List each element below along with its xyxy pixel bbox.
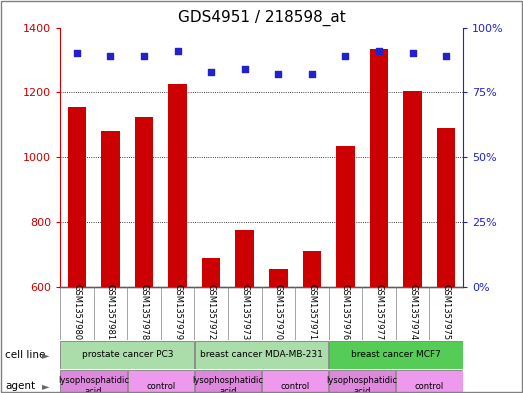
- Bar: [336, 146, 355, 393]
- Point: [408, 50, 417, 57]
- Point: [375, 48, 383, 54]
- Bar: [303, 251, 321, 393]
- Point: [174, 48, 182, 54]
- FancyBboxPatch shape: [195, 371, 261, 393]
- Bar: [135, 117, 153, 393]
- Text: GSM1357974: GSM1357974: [408, 284, 417, 340]
- FancyBboxPatch shape: [262, 371, 328, 393]
- Text: GSM1357977: GSM1357977: [374, 284, 383, 340]
- Point: [341, 53, 349, 59]
- Text: lysophosphatidic
acid: lysophosphatidic acid: [58, 376, 129, 393]
- Point: [140, 53, 148, 59]
- FancyBboxPatch shape: [61, 371, 127, 393]
- Text: GSM1357973: GSM1357973: [240, 284, 249, 340]
- FancyBboxPatch shape: [329, 371, 395, 393]
- Text: control: control: [415, 382, 444, 391]
- Bar: [235, 230, 254, 393]
- Text: GSM1357975: GSM1357975: [441, 284, 451, 340]
- Text: GSM1357980: GSM1357980: [72, 284, 82, 340]
- Bar: [202, 258, 220, 393]
- Text: ►: ►: [42, 350, 50, 360]
- Bar: [370, 49, 388, 393]
- Bar: [67, 107, 86, 393]
- Bar: [168, 84, 187, 393]
- Bar: [101, 131, 120, 393]
- FancyBboxPatch shape: [329, 341, 462, 369]
- Text: GSM1357976: GSM1357976: [341, 284, 350, 340]
- Bar: [437, 128, 456, 393]
- Title: GDS4951 / 218598_at: GDS4951 / 218598_at: [178, 10, 345, 26]
- Text: prostate cancer PC3: prostate cancer PC3: [82, 350, 173, 359]
- Point: [308, 71, 316, 77]
- Point: [442, 53, 450, 59]
- Text: GSM1357971: GSM1357971: [308, 284, 316, 340]
- Bar: [269, 269, 288, 393]
- FancyBboxPatch shape: [195, 341, 328, 369]
- FancyBboxPatch shape: [61, 341, 194, 369]
- Text: agent: agent: [5, 381, 36, 391]
- Text: breast cancer MDA-MB-231: breast cancer MDA-MB-231: [200, 350, 323, 359]
- FancyBboxPatch shape: [128, 371, 194, 393]
- FancyBboxPatch shape: [396, 371, 462, 393]
- Point: [274, 71, 282, 77]
- Text: control: control: [280, 382, 310, 391]
- Text: control: control: [146, 382, 175, 391]
- Text: GSM1357978: GSM1357978: [140, 284, 149, 340]
- Text: lysophosphatidic
acid: lysophosphatidic acid: [327, 376, 397, 393]
- Text: GSM1357972: GSM1357972: [207, 284, 215, 340]
- Text: GSM1357970: GSM1357970: [274, 284, 283, 340]
- Text: GSM1357979: GSM1357979: [173, 284, 182, 340]
- Text: GSM1357981: GSM1357981: [106, 284, 115, 340]
- Point: [241, 66, 249, 72]
- Point: [106, 53, 115, 59]
- Point: [207, 68, 215, 75]
- Text: ►: ►: [42, 381, 50, 391]
- Text: cell line: cell line: [5, 350, 46, 360]
- Point: [73, 50, 81, 57]
- Text: breast cancer MCF7: breast cancer MCF7: [351, 350, 441, 359]
- Text: lysophosphatidic
acid: lysophosphatidic acid: [192, 376, 264, 393]
- Bar: [403, 91, 422, 393]
